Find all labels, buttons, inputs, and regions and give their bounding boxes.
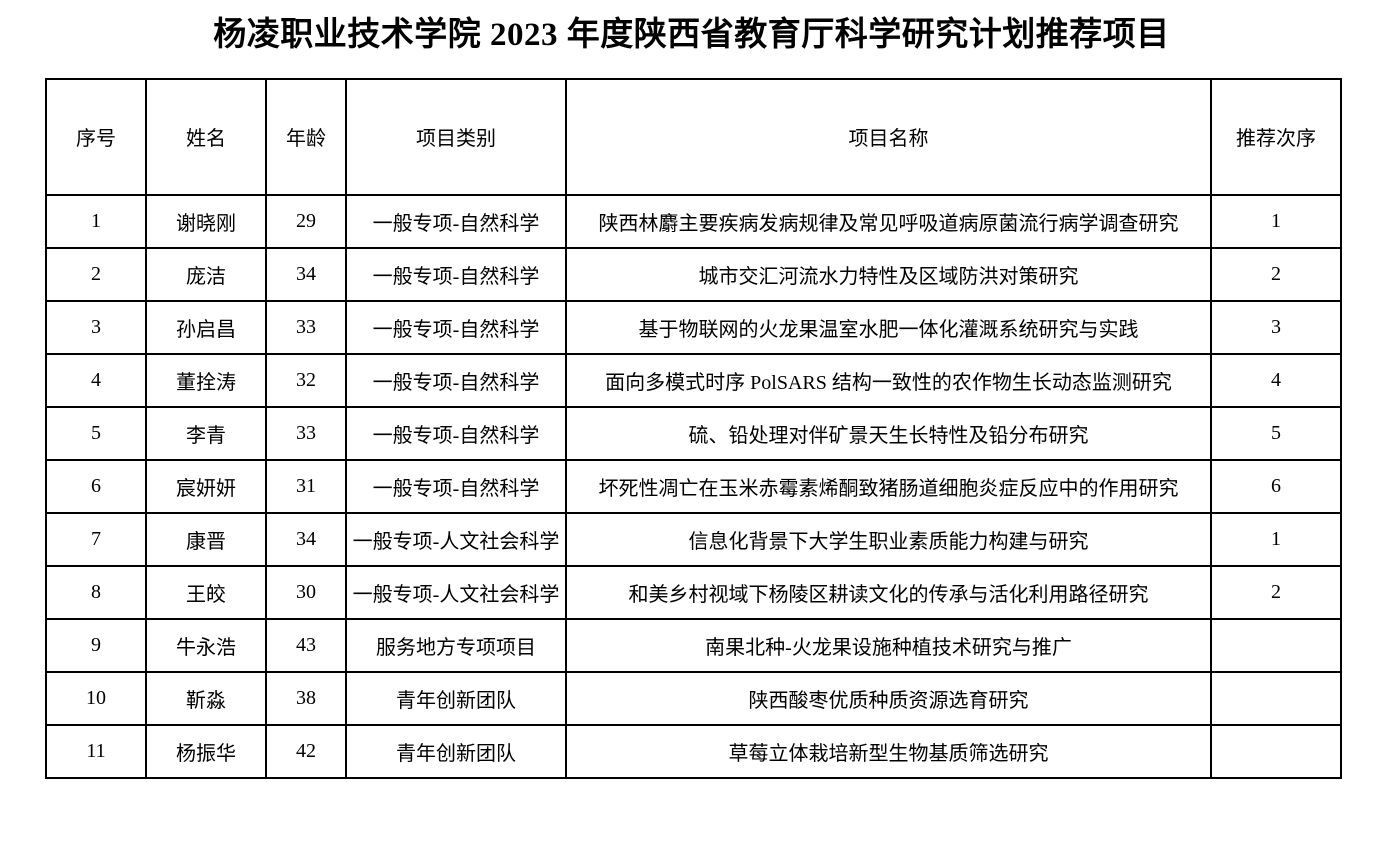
- table-row: 8 王皎 30 一般专项-人文社会科学 和美乡村视域下杨陵区耕读文化的传承与活化…: [45, 564, 1342, 620]
- cell-category: 一般专项-自然科学: [345, 246, 567, 302]
- cell-name: 董拴涛: [145, 352, 267, 408]
- header-row: 序号 姓名 年龄 项目类别 项目名称 推荐次序: [45, 77, 1342, 196]
- table-row: 11 杨振华 42 青年创新团队 草莓立体栽培新型生物基质筛选研究: [45, 723, 1342, 779]
- cell-project: 面向多模式时序 PolSARS 结构一致性的农作物生长动态监测研究: [565, 352, 1212, 408]
- cell-order: [1210, 723, 1342, 779]
- cell-project: 信息化背景下大学生职业素质能力构建与研究: [565, 511, 1212, 567]
- cell-age: 30: [265, 564, 347, 620]
- table-row: 6 宸妍妍 31 一般专项-自然科学 坏死性凋亡在玉米赤霉素烯酮致猪肠道细胞炎症…: [45, 458, 1342, 514]
- cell-project: 陕西林麝主要疾病发病规律及常见呼吸道病原菌流行病学调查研究: [565, 193, 1212, 249]
- cell-order: 1: [1210, 511, 1342, 567]
- col-header-no: 序号: [45, 77, 147, 196]
- cell-age: 33: [265, 405, 347, 461]
- cell-category: 一般专项-自然科学: [345, 405, 567, 461]
- page-title: 杨凌职业技术学院 2023 年度陕西省教育厅科学研究计划推荐项目: [213, 17, 1170, 53]
- table-row: 9 牛永浩 43 服务地方专项项目 南果北种-火龙果设施种植技术研究与推广: [45, 617, 1342, 673]
- table-row: 10 靳淼 38 青年创新团队 陕西酸枣优质种质资源选育研究: [45, 670, 1342, 726]
- cell-age: 43: [265, 617, 347, 673]
- cell-age: 34: [265, 246, 347, 302]
- cell-category: 服务地方专项项目: [345, 617, 567, 673]
- table-row: 3 孙启昌 33 一般专项-自然科学 基于物联网的火龙果温室水肥一体化灌溉系统研…: [45, 299, 1342, 355]
- cell-age: 42: [265, 723, 347, 779]
- cell-category: 一般专项-自然科学: [345, 352, 567, 408]
- cell-order: [1210, 670, 1342, 726]
- cell-no: 5: [45, 405, 147, 461]
- cell-order: 2: [1210, 564, 1342, 620]
- table-row: 4 董拴涛 32 一般专项-自然科学 面向多模式时序 PolSARS 结构一致性…: [45, 352, 1342, 408]
- cell-project: 硫、铅处理对伴矿景天生长特性及铅分布研究: [565, 405, 1212, 461]
- cell-name: 宸妍妍: [145, 458, 267, 514]
- table-header: 序号 姓名 年龄 项目类别 项目名称 推荐次序: [45, 77, 1342, 196]
- cell-age: 33: [265, 299, 347, 355]
- cell-no: 2: [45, 246, 147, 302]
- cell-no: 10: [45, 670, 147, 726]
- cell-category: 一般专项-人文社会科学: [345, 564, 567, 620]
- cell-no: 8: [45, 564, 147, 620]
- cell-category: 青年创新团队: [345, 723, 567, 779]
- cell-age: 34: [265, 511, 347, 567]
- projects-table: 序号 姓名 年龄 项目类别 项目名称 推荐次序 1 谢晓刚 29 一般专项-自然…: [45, 77, 1342, 779]
- col-header-age: 年龄: [265, 77, 347, 196]
- cell-no: 4: [45, 352, 147, 408]
- cell-name: 谢晓刚: [145, 193, 267, 249]
- cell-age: 31: [265, 458, 347, 514]
- table-body: 1 谢晓刚 29 一般专项-自然科学 陕西林麝主要疾病发病规律及常见呼吸道病原菌…: [45, 193, 1342, 779]
- table-row: 2 庞洁 34 一般专项-自然科学 城市交汇河流水力特性及区域防洪对策研究 2: [45, 246, 1342, 302]
- cell-project: 草莓立体栽培新型生物基质筛选研究: [565, 723, 1212, 779]
- cell-name: 孙启昌: [145, 299, 267, 355]
- table-row: 1 谢晓刚 29 一般专项-自然科学 陕西林麝主要疾病发病规律及常见呼吸道病原菌…: [45, 193, 1342, 249]
- cell-name: 牛永浩: [145, 617, 267, 673]
- cell-project: 陕西酸枣优质种质资源选育研究: [565, 670, 1212, 726]
- table-row: 7 康晋 34 一般专项-人文社会科学 信息化背景下大学生职业素质能力构建与研究…: [45, 511, 1342, 567]
- cell-category: 一般专项-自然科学: [345, 193, 567, 249]
- cell-age: 32: [265, 352, 347, 408]
- col-header-name: 姓名: [145, 77, 267, 196]
- cell-project: 坏死性凋亡在玉米赤霉素烯酮致猪肠道细胞炎症反应中的作用研究: [565, 458, 1212, 514]
- cell-category: 青年创新团队: [345, 670, 567, 726]
- cell-age: 29: [265, 193, 347, 249]
- cell-order: [1210, 617, 1342, 673]
- cell-name: 康晋: [145, 511, 267, 567]
- cell-name: 李青: [145, 405, 267, 461]
- cell-project: 城市交汇河流水力特性及区域防洪对策研究: [565, 246, 1212, 302]
- cell-name: 庞洁: [145, 246, 267, 302]
- cell-age: 38: [265, 670, 347, 726]
- cell-order: 5: [1210, 405, 1342, 461]
- col-header-order: 推荐次序: [1210, 77, 1342, 196]
- cell-no: 6: [45, 458, 147, 514]
- cell-no: 11: [45, 723, 147, 779]
- col-header-category: 项目类别: [345, 77, 567, 196]
- cell-category: 一般专项-自然科学: [345, 299, 567, 355]
- cell-project: 基于物联网的火龙果温室水肥一体化灌溉系统研究与实践: [565, 299, 1212, 355]
- cell-order: 3: [1210, 299, 1342, 355]
- col-header-project: 项目名称: [565, 77, 1212, 196]
- cell-no: 1: [45, 193, 147, 249]
- table-row: 5 李青 33 一般专项-自然科学 硫、铅处理对伴矿景天生长特性及铅分布研究 5: [45, 405, 1342, 461]
- cell-order: 2: [1210, 246, 1342, 302]
- cell-no: 7: [45, 511, 147, 567]
- cell-name: 杨振华: [145, 723, 267, 779]
- cell-name: 王皎: [145, 564, 267, 620]
- cell-project: 南果北种-火龙果设施种植技术研究与推广: [565, 617, 1212, 673]
- cell-project: 和美乡村视域下杨陵区耕读文化的传承与活化利用路径研究: [565, 564, 1212, 620]
- cell-category: 一般专项-人文社会科学: [345, 511, 567, 567]
- cell-no: 3: [45, 299, 147, 355]
- cell-order: 4: [1210, 352, 1342, 408]
- cell-no: 9: [45, 617, 147, 673]
- cell-name: 靳淼: [145, 670, 267, 726]
- cell-order: 1: [1210, 193, 1342, 249]
- cell-order: 6: [1210, 458, 1342, 514]
- cell-category: 一般专项-自然科学: [345, 458, 567, 514]
